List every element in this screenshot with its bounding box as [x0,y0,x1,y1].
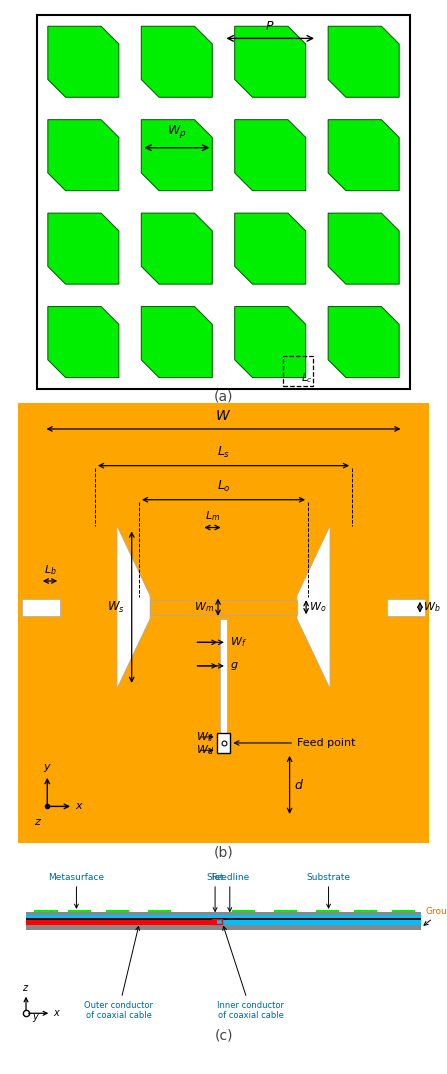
Bar [26,915,421,918]
Bar [387,599,426,615]
Polygon shape [235,119,306,191]
Text: $z$: $z$ [34,816,42,827]
Text: $L_s$: $L_s$ [217,446,230,461]
Bar [216,732,231,753]
Polygon shape [117,526,150,688]
Polygon shape [297,526,330,688]
Polygon shape [48,306,119,378]
Text: $y$: $y$ [43,761,52,773]
Text: $L_o$: $L_o$ [216,479,231,494]
Bar [217,920,421,926]
Text: Slot: Slot [207,873,224,882]
Text: $P$: $P$ [266,19,275,33]
Polygon shape [328,119,399,191]
Bar [274,910,297,912]
Bar [148,910,171,912]
Text: $W_b$: $W_b$ [423,600,440,614]
Bar [21,599,60,615]
Text: $W_p$: $W_p$ [167,124,186,141]
Polygon shape [235,26,306,98]
Bar [150,600,297,614]
Text: Feedline: Feedline [211,873,249,882]
Bar [354,910,377,912]
Bar [26,926,421,930]
Text: (b): (b) [214,845,233,859]
Bar [26,918,421,920]
Text: $y$: $y$ [33,1013,41,1025]
Text: $W_o$: $W_o$ [309,600,326,614]
Polygon shape [235,306,306,378]
Polygon shape [328,306,399,378]
Text: $L_b$: $L_b$ [44,563,56,577]
Bar [232,910,255,912]
Text: $W_f$: $W_f$ [230,636,246,649]
Polygon shape [235,213,306,285]
Polygon shape [141,306,212,378]
Text: (a): (a) [214,390,233,404]
Bar [68,910,91,912]
Polygon shape [141,26,212,98]
Text: $z$: $z$ [22,983,30,993]
Text: $g$: $g$ [230,659,238,672]
Polygon shape [48,213,119,285]
Text: $L_m$: $L_m$ [205,509,220,523]
Text: Ground: Ground [424,906,447,926]
Bar [212,919,222,924]
Text: $L_c$: $L_c$ [300,372,312,386]
Polygon shape [141,213,212,285]
Text: (c): (c) [214,1029,233,1043]
Polygon shape [328,213,399,285]
Bar [283,357,313,386]
Bar [316,910,339,912]
Bar [220,619,227,732]
Polygon shape [328,26,399,98]
Text: $W_s$: $W_s$ [107,599,125,614]
Text: Outer conductor
of coaxial cable: Outer conductor of coaxial cable [84,927,153,1020]
Text: $W_{fl}$: $W_{fl}$ [196,730,214,744]
Text: Inner conductor
of coaxial cable: Inner conductor of coaxial cable [217,927,284,1020]
Bar [34,910,58,912]
Text: $x$: $x$ [53,1008,61,1018]
Bar [392,910,415,912]
Bar [26,920,217,926]
Polygon shape [141,119,212,191]
Text: Metasurface: Metasurface [48,873,105,882]
Text: $W$: $W$ [215,409,232,423]
Polygon shape [48,119,119,191]
Text: $W_d$: $W_d$ [196,743,214,757]
Text: $W_m$: $W_m$ [194,600,214,614]
Text: $x$: $x$ [75,801,84,811]
Bar [26,912,421,915]
Bar [106,910,129,912]
Polygon shape [48,26,119,98]
Text: Feed point: Feed point [235,738,355,748]
Text: $d$: $d$ [294,778,304,792]
Text: Substrate: Substrate [307,873,350,882]
